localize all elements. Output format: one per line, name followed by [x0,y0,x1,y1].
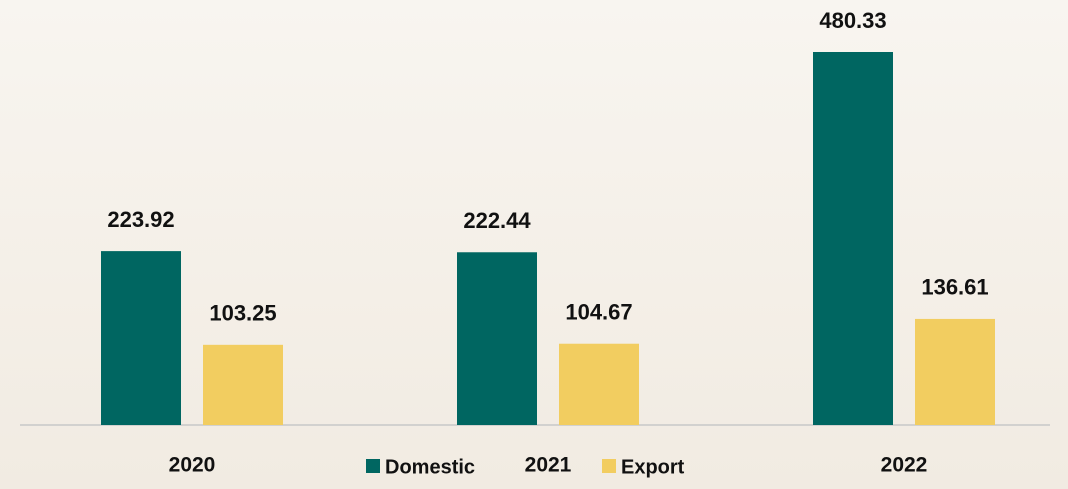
x-tick-label: 2020 [169,454,216,477]
bar [203,344,283,425]
bar [559,343,639,425]
legend-swatch [366,459,380,473]
value-label: 222.44 [463,208,531,233]
bar [457,252,537,425]
legend-swatch [602,459,616,473]
value-label: 104.67 [565,300,632,325]
legend-label: Domestic [385,456,475,478]
x-tick-label: 2022 [881,454,928,477]
bar [813,52,893,425]
bar [915,318,995,425]
legend-label: Export [621,456,685,478]
value-label: 223.92 [107,207,174,232]
value-label: 480.33 [819,8,886,33]
value-label: 136.61 [921,275,988,300]
value-label: 103.25 [209,301,276,326]
x-tick-label: 2021 [525,454,572,477]
bar [101,251,181,425]
